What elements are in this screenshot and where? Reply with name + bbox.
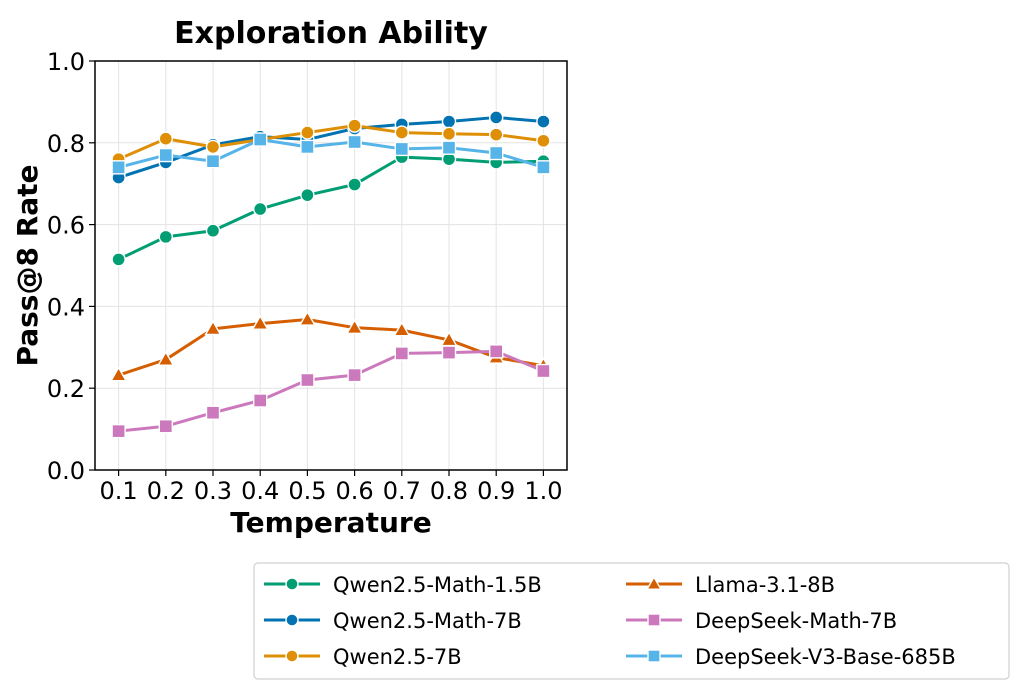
series-line <box>118 138 544 169</box>
data-point <box>252 132 268 147</box>
data-point <box>204 320 222 336</box>
data-point <box>393 321 411 337</box>
data-point <box>158 147 174 163</box>
series-line <box>118 115 544 179</box>
x-tick-label: 0.6 <box>336 477 374 505</box>
series-line <box>118 317 544 377</box>
x-tick-label: 0.1 <box>100 477 138 505</box>
chart-title: Exploration Ability <box>174 16 488 51</box>
ticks: 0.1 0.2 0.3 0.4 0.5 0.6 0.7 0.8 0.9 1.0 0.0 0.2 0.4 0… <box>47 48 563 505</box>
x-tick-label: 1.0 <box>524 477 562 505</box>
data-point <box>347 118 362 133</box>
y-tick-label: 1.0 <box>47 48 85 76</box>
data-point <box>109 366 128 382</box>
legend-label: Llama-3.1-8B <box>695 573 835 597</box>
data-point <box>158 419 174 434</box>
legend-marker <box>285 649 299 663</box>
data-point <box>252 393 268 408</box>
y-tick-label: 0.6 <box>47 212 85 240</box>
data-point <box>347 177 362 192</box>
legend-label: DeepSeek-Math-7B <box>695 609 897 633</box>
legend-label: DeepSeek-V3-Base-685B <box>695 645 956 669</box>
legend-item: Qwen2.5-Math-7B <box>264 609 522 633</box>
data-point <box>158 131 174 146</box>
series-layer <box>109 110 553 439</box>
data-point <box>489 145 504 161</box>
data-point <box>205 154 221 169</box>
legend-marker <box>285 577 299 591</box>
data-point <box>300 125 315 140</box>
data-point <box>158 229 174 245</box>
legend-item: Qwen2.5-Math-1.5B <box>264 573 542 597</box>
data-point <box>205 405 221 420</box>
legend-label: Qwen2.5-Math-1.5B <box>333 573 542 597</box>
y-tick-label: 0.4 <box>47 293 85 321</box>
legend-item: Llama-3.1-8B <box>626 573 835 597</box>
data-point <box>111 160 126 175</box>
data-point <box>347 134 362 150</box>
data-point <box>300 187 315 203</box>
data-point <box>489 344 504 359</box>
legend-marker <box>645 575 663 590</box>
data-point <box>298 310 317 326</box>
data-point <box>251 314 269 330</box>
series-line <box>118 124 544 161</box>
x-tick-label: 0.5 <box>288 477 326 505</box>
series-group <box>111 344 551 439</box>
data-point <box>300 139 315 155</box>
x-axis-label: Temperature <box>230 506 431 539</box>
data-point <box>536 133 551 148</box>
plot-frame <box>94 60 568 471</box>
data-point <box>345 318 364 334</box>
y-tick-label: 0.0 <box>47 457 85 485</box>
series-line <box>117 155 544 261</box>
data-point <box>536 114 551 129</box>
data-point <box>536 160 551 175</box>
x-tick-label: 0.3 <box>194 477 232 505</box>
legend-item: DeepSeek-V3-Base-685B <box>626 645 956 669</box>
data-point <box>489 110 504 125</box>
x-tick-label: 0.4 <box>241 477 279 505</box>
data-point <box>111 252 126 267</box>
data-point <box>111 423 126 439</box>
legend-item: DeepSeek-Math-7B <box>626 609 897 633</box>
series-group <box>111 132 551 175</box>
x-tick-label: 0.2 <box>147 477 185 505</box>
x-tick-label: 0.7 <box>383 477 421 505</box>
data-point <box>441 345 457 360</box>
y-tick-label: 0.2 <box>47 375 85 403</box>
legend-marker <box>647 649 661 663</box>
y-tick-label: 0.8 <box>47 130 85 158</box>
data-point <box>253 201 268 217</box>
data-point <box>205 223 221 238</box>
data-point <box>489 127 504 142</box>
data-point <box>394 346 409 361</box>
data-point <box>300 372 315 388</box>
data-point <box>441 126 457 142</box>
legend-marker <box>647 613 661 627</box>
data-point <box>157 350 175 366</box>
y-axis-label: Pass@8 Rate <box>11 164 44 366</box>
data-point <box>536 363 551 379</box>
data-point <box>441 140 457 155</box>
data-point <box>441 114 457 129</box>
data-point <box>394 125 409 140</box>
data-point <box>394 141 409 157</box>
legend-marker <box>285 613 299 627</box>
legend-label: Qwen2.5-Math-7B <box>333 609 522 633</box>
legend: Qwen2.5-Math-1.5B Qwen2.5-Math-7B Qwen2.5-… <box>253 562 1010 680</box>
legend-item: Qwen2.5-7B <box>264 645 462 669</box>
data-point <box>347 367 362 383</box>
data-point <box>205 139 221 155</box>
series-line <box>118 349 544 433</box>
x-tick-label: 0.9 <box>477 477 515 505</box>
x-tick-label: 0.8 <box>430 477 468 505</box>
legend-label: Qwen2.5-7B <box>333 645 462 669</box>
